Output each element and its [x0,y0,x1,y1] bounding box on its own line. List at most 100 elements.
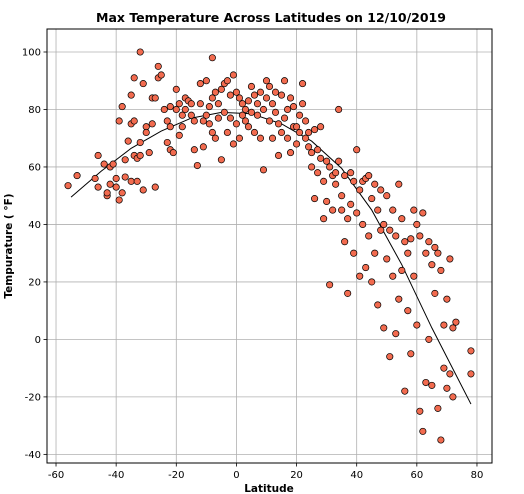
data-point [377,226,385,234]
data-point [268,100,277,108]
y-tick-label: 20 [28,277,41,288]
data-point [326,163,334,171]
data-point [226,114,234,122]
data-point [290,103,298,111]
data-point [181,105,189,114]
y-tick-label: 80 [28,105,41,116]
data-point [386,226,394,234]
data-point [271,108,280,116]
data-point [404,307,412,315]
data-point [317,154,325,162]
data-point [283,105,292,114]
data-point [314,146,322,154]
data-point [136,138,144,147]
data-point [118,103,126,111]
data-point [277,91,286,99]
data-point [223,128,231,137]
data-point [380,220,388,228]
data-point [308,163,316,171]
data-point [356,272,364,280]
data-point [226,91,234,99]
data-point [413,321,421,329]
data-point [293,123,301,131]
data-point [407,235,415,243]
data-point [428,261,436,269]
data-point [139,186,147,194]
data-point [178,123,186,131]
data-point [64,182,72,190]
data-point [145,149,153,157]
data-point [91,174,99,183]
data-point [449,393,457,401]
data-point [398,215,406,223]
data-point [247,82,256,91]
data-point [326,281,334,289]
data-point [241,105,249,114]
data-point [368,195,376,203]
data-point [127,177,135,185]
data-point [374,301,382,309]
data-point [401,238,409,246]
data-point [148,120,156,128]
data-point [112,183,120,191]
trend-line [70,111,472,405]
data-point [419,209,427,217]
data-point [232,120,240,128]
data-point [265,117,274,125]
x-tick-label: 80 [471,470,484,481]
data-point [467,347,475,355]
data-point [431,289,439,297]
data-point [229,71,237,79]
x-tick-label: 40 [350,470,363,481]
data-point [311,195,319,203]
data-point [353,146,361,154]
data-point [199,117,207,125]
data-point [196,100,204,108]
data-point [314,169,322,177]
data-point [404,249,412,257]
x-tick-label: 60 [410,470,423,481]
data-point [434,249,442,257]
data-point [244,97,253,105]
data-point [127,91,135,99]
data-point [446,255,454,263]
data-point [190,117,198,125]
data-point [323,197,331,206]
data-point [428,381,436,389]
data-point [196,80,204,88]
data-point [302,134,310,142]
data-point [283,134,292,142]
data-point [410,272,418,280]
data-point [262,77,271,85]
data-point [446,370,454,378]
data-point [208,128,216,137]
data-point [401,387,409,395]
data-point [338,192,346,200]
data-point [422,378,430,387]
data-point [299,80,307,88]
data-point [392,232,400,240]
data-point [205,120,213,128]
data-point [323,157,331,165]
data-point [341,238,349,246]
data-point [109,160,117,168]
data-point [392,330,400,338]
data-point [335,157,343,165]
data-point [235,94,243,102]
data-point [443,384,451,392]
x-tick-label: 0 [233,470,239,481]
data-point [259,105,268,114]
data-point [265,82,274,91]
data-point [112,174,120,183]
data-point [253,100,262,108]
data-point [187,111,195,119]
data-point [332,180,340,188]
x-tick-label: -60 [48,470,64,481]
data-point [338,206,346,214]
data-point [106,180,114,188]
data-point [365,172,373,180]
data-point [172,105,180,114]
data-point [187,100,195,108]
data-point [256,88,265,96]
data-point [175,131,183,139]
